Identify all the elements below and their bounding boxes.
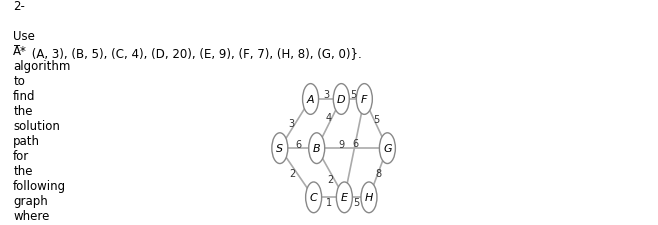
Text: 2-  Use A̅* algorithm to find the solution path for the following graph where th: 2- Use A̅* algorithm to find the solutio…: [13, 0, 70, 225]
Text: 5: 5: [349, 90, 356, 100]
Text: 2: 2: [328, 174, 334, 184]
Text: 6: 6: [295, 139, 301, 149]
Text: 5: 5: [353, 197, 360, 207]
Ellipse shape: [272, 133, 288, 164]
Text: 9: 9: [338, 139, 345, 149]
Text: (A, 3), (B, 5), (C, 4), (D, 20), (E, 9), (F, 7), (H, 8), (G, 0)}.: (A, 3), (B, 5), (C, 4), (D, 20), (E, 9),…: [13, 47, 362, 60]
Ellipse shape: [334, 84, 349, 115]
Text: D: D: [337, 94, 345, 105]
Text: B: B: [313, 144, 320, 153]
Text: 1: 1: [326, 197, 332, 207]
Text: E: E: [341, 192, 348, 202]
Ellipse shape: [380, 133, 395, 164]
Ellipse shape: [361, 182, 377, 213]
Text: H: H: [365, 192, 373, 202]
Ellipse shape: [357, 84, 372, 115]
Text: 2: 2: [290, 168, 296, 178]
Text: A: A: [307, 94, 315, 105]
Text: F: F: [361, 94, 368, 105]
Text: 3: 3: [323, 90, 329, 100]
Text: 3: 3: [288, 119, 295, 129]
Ellipse shape: [309, 133, 324, 164]
Text: 6: 6: [352, 139, 359, 148]
Text: 5: 5: [372, 115, 379, 124]
Ellipse shape: [336, 182, 353, 213]
Text: 8: 8: [375, 168, 381, 178]
Text: 4: 4: [326, 113, 332, 123]
Text: S: S: [276, 144, 284, 153]
Text: G: G: [383, 144, 392, 153]
Text: C: C: [310, 192, 318, 202]
Ellipse shape: [303, 84, 318, 115]
Ellipse shape: [305, 182, 322, 213]
